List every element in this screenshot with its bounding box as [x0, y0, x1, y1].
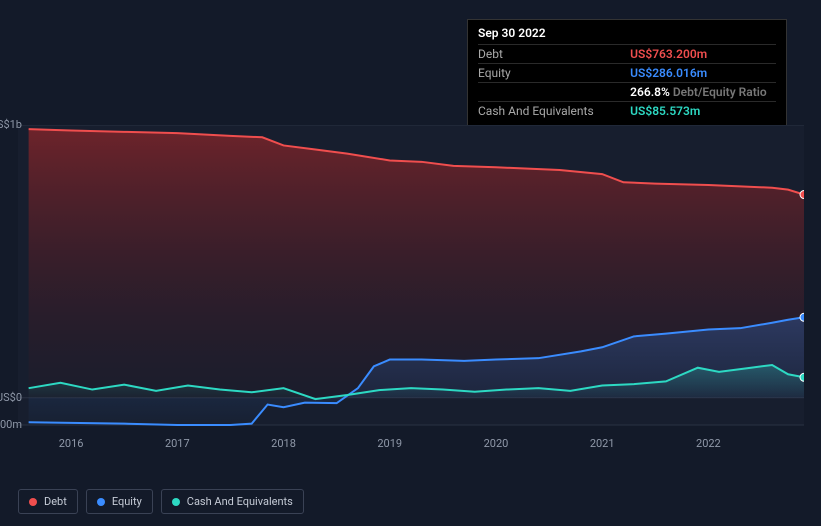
legend-item[interactable]: Debt [18, 489, 78, 514]
legend-item[interactable]: Equity [86, 489, 153, 514]
series-end-marker [800, 191, 804, 199]
series-end-marker [800, 313, 804, 321]
legend: Debt Equity Cash And Equivalents [18, 489, 304, 514]
x-axis-label: 2017 [157, 437, 197, 450]
y-axis-label: US$0 [0, 391, 22, 404]
legend-item[interactable]: Cash And Equivalents [161, 489, 304, 514]
x-axis-label: 2016 [51, 437, 91, 450]
tooltip-row-label: Equity [478, 64, 600, 83]
tooltip-row-value: US$85.573m [600, 102, 776, 121]
x-axis-label: 2020 [476, 437, 516, 450]
legend-label: Debt [44, 495, 67, 508]
legend-dot-icon [97, 498, 105, 506]
tooltip-row-value: US$763.200m [600, 45, 776, 64]
tooltip-row-label: Cash And Equivalents [478, 102, 600, 121]
legend-label: Cash And Equivalents [187, 495, 293, 508]
hover-tooltip: Sep 30 2022 DebtUS$763.200mEquityUS$286.… [467, 19, 787, 127]
x-axis-label: 2019 [370, 437, 410, 450]
tooltip-row-label: Debt [478, 45, 600, 64]
tooltip-table: DebtUS$763.200mEquityUS$286.016m266.8% D… [478, 44, 776, 120]
legend-label: Equity [112, 495, 142, 508]
x-axis-label: 2018 [264, 437, 304, 450]
legend-dot-icon [29, 498, 37, 506]
chart-container: US$1bUS$0-US$100m 2016201720182019202020… [18, 125, 804, 439]
x-axis-label: 2022 [688, 437, 728, 450]
financial-chart[interactable] [18, 125, 804, 435]
legend-dot-icon [172, 498, 180, 506]
tooltip-row-value: US$286.016m [600, 64, 776, 83]
y-axis-label: -US$100m [0, 418, 22, 431]
y-axis-label: US$1b [0, 118, 22, 131]
series-end-marker [800, 373, 804, 381]
tooltip-date: Sep 30 2022 [478, 26, 776, 40]
x-axis-label: 2021 [582, 437, 622, 450]
tooltip-row-label [478, 83, 600, 102]
tooltip-row-value: 266.8% Debt/Equity Ratio [600, 83, 776, 102]
